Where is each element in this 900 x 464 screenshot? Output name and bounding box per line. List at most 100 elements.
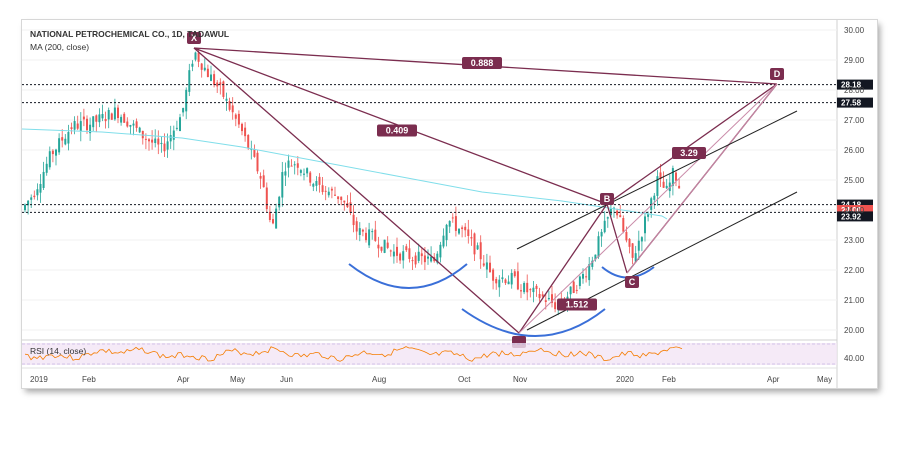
candle-body (650, 198, 653, 210)
chart-title: NATIONAL PETROCHEMICAL CO., 1D, TADAWUL (30, 29, 229, 39)
candle-body (107, 109, 110, 120)
candle-body (48, 151, 51, 168)
price-tag-bg (837, 97, 873, 108)
ratio-label: 0.409 (386, 126, 409, 136)
ratio-label: 3.29 (680, 148, 698, 158)
y-tick-label: 21.00 (844, 296, 865, 305)
candle-body (578, 276, 581, 286)
y-tick-label: 29.00 (844, 56, 865, 65)
candle-body (637, 240, 640, 251)
price-tag-bg (837, 199, 873, 210)
price-tag-bg (837, 211, 873, 222)
candle-body (377, 244, 380, 249)
candle-body (135, 121, 138, 128)
candle-body (206, 68, 209, 77)
candle-body (101, 114, 104, 119)
candle-body (110, 113, 113, 120)
candle-body (662, 181, 665, 188)
candle-body (365, 232, 367, 241)
candle-body (113, 107, 116, 120)
grid (22, 29, 837, 331)
candle-body (228, 101, 231, 110)
candle-body (324, 190, 327, 192)
candle-body (535, 285, 538, 290)
y-tick-label: 24.00 (844, 206, 865, 215)
candle-body (327, 191, 330, 196)
candle-body (303, 173, 305, 175)
candle-body (98, 114, 101, 123)
candle-body (247, 135, 250, 149)
candle-body (166, 141, 169, 150)
candle-body (234, 114, 237, 119)
x-tick-label: Aug (372, 375, 386, 384)
candle-body (495, 278, 498, 284)
candle-body (33, 195, 36, 198)
candle-body (160, 142, 163, 145)
candle-body (585, 276, 588, 278)
candle-body (371, 231, 374, 233)
candle-body (600, 231, 603, 237)
candle-body (120, 116, 123, 123)
ratio-label-bg (377, 124, 417, 137)
candle-body (337, 196, 340, 200)
candle-body (241, 123, 243, 132)
candle-body (653, 195, 656, 200)
candle-body (442, 235, 445, 247)
candle-body (349, 202, 352, 213)
candle-body (315, 181, 318, 186)
candle-body (405, 246, 408, 251)
rsi-pane: 40.00 (22, 343, 865, 365)
price-tag-label: 27.58 (841, 99, 862, 108)
candle-body (392, 251, 395, 257)
candle-body (51, 150, 54, 155)
candle-body (157, 138, 160, 145)
candle-body (346, 203, 349, 208)
candle-body (268, 211, 271, 220)
cup-arc (348, 263, 468, 289)
point-label-bg (770, 68, 784, 80)
candle-body (151, 139, 154, 143)
candle-body (526, 282, 529, 293)
candle-body (399, 253, 402, 261)
point-label: B (604, 194, 611, 204)
candle-body (358, 228, 361, 235)
candle-body (95, 115, 98, 122)
candle-body (572, 281, 575, 293)
candle-body (414, 255, 417, 265)
candle-body (430, 256, 433, 262)
candle-body (458, 228, 460, 234)
candle-body (551, 294, 553, 303)
candle-body (476, 245, 479, 250)
candle-body (485, 262, 488, 270)
candle-body (169, 135, 172, 142)
candle-body (473, 233, 476, 255)
candle-body (603, 220, 606, 233)
candle-body (544, 300, 547, 303)
candle-body (55, 149, 57, 156)
candle-body (448, 221, 451, 227)
candle-body (179, 117, 181, 131)
candle-body (513, 271, 516, 277)
point-label-bg (625, 276, 639, 288)
candle-body (678, 185, 681, 189)
candle-body (671, 168, 674, 186)
x-tick-label: Oct (458, 375, 471, 384)
candle-body (622, 218, 625, 232)
candle-body (67, 132, 70, 144)
candle-body (541, 294, 544, 297)
candle-body (547, 297, 550, 300)
candle-body (216, 82, 219, 87)
candle-body (594, 254, 597, 260)
candle-body (423, 255, 426, 263)
candle-body (278, 196, 281, 208)
candle-body (523, 283, 526, 293)
candle-body (588, 264, 591, 281)
candle-body (58, 138, 61, 153)
candle-body (368, 229, 371, 246)
candle-body (516, 271, 519, 290)
candle-body (296, 163, 299, 168)
candle-body (42, 171, 45, 188)
candle-body (231, 105, 234, 113)
candle-body (411, 260, 414, 262)
